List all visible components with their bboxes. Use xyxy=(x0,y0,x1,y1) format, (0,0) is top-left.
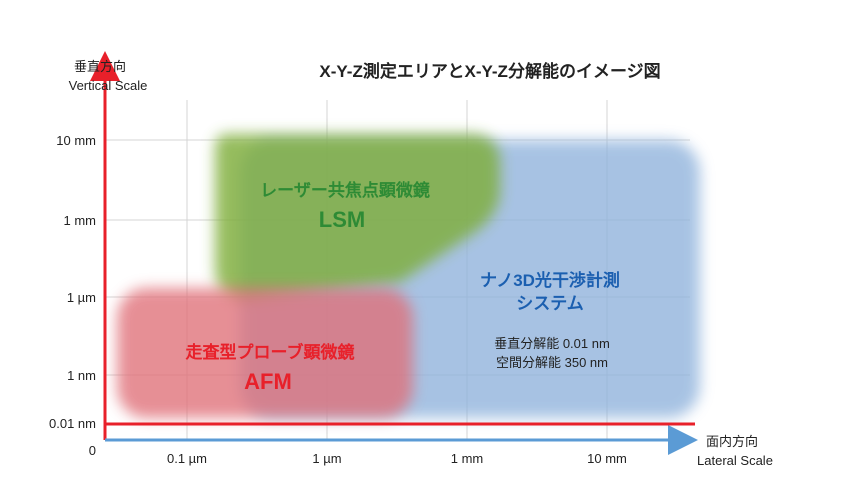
y-tick-label: 1 mm xyxy=(64,213,97,228)
y-axis-label-ja: 垂直方向 xyxy=(74,59,126,74)
nano3d-spec-lateral: 空間分解能 350 nm xyxy=(496,355,608,370)
lsm-label: レーザー共焦点顕微鏡 LSM xyxy=(260,180,430,232)
nano3d-name-line2: システム xyxy=(516,294,584,313)
x-axis-label-en: Lateral Scale xyxy=(697,453,773,468)
y-tick-label: 0.01 nm xyxy=(49,416,96,431)
nano3d-spec-vertical: 垂直分解能 0.01 nm xyxy=(494,336,610,351)
regions xyxy=(117,134,700,418)
y-tick-label: 10 mm xyxy=(56,133,96,148)
lsm-abbr: LSM xyxy=(319,207,365,232)
y-axis-label-en: Vertical Scale xyxy=(69,78,148,93)
afm-name: 走査型プローブ顕微鏡 xyxy=(186,342,355,362)
y-tick-label: 1 µm xyxy=(67,290,96,305)
axes xyxy=(90,51,698,455)
x-tick-labels: 0.1 µm 1 µm 1 mm 10 mm xyxy=(167,451,627,466)
origin-label: 0 xyxy=(89,443,96,458)
lsm-name: レーザー共焦点顕微鏡 xyxy=(260,180,430,200)
x-axis-label-ja: 面内方向 xyxy=(706,434,758,449)
x-tick-label: 0.1 µm xyxy=(167,451,207,466)
nano3d-label: ナノ3D光干渉計測 システム 垂直分解能 0.01 nm 空間分解能 350 n… xyxy=(480,270,620,370)
y-tick-labels: 10 mm 1 mm 1 µm 1 nm 0.01 nm xyxy=(49,133,96,431)
x-tick-label: 10 mm xyxy=(587,451,627,466)
diagram-title: X-Y-Z測定エリアとX-Y-Z分解能のイメージ図 xyxy=(319,61,660,81)
afm-abbr: AFM xyxy=(244,369,292,394)
lsm-region xyxy=(215,134,500,300)
x-tick-label: 1 µm xyxy=(312,451,341,466)
afm-region xyxy=(117,288,413,418)
nano3d-name-line1: ナノ3D光干渉計測 xyxy=(480,270,620,290)
y-tick-label: 1 nm xyxy=(67,368,96,383)
afm-label: 走査型プローブ顕微鏡 AFM xyxy=(186,342,355,394)
x-tick-label: 1 mm xyxy=(451,451,484,466)
